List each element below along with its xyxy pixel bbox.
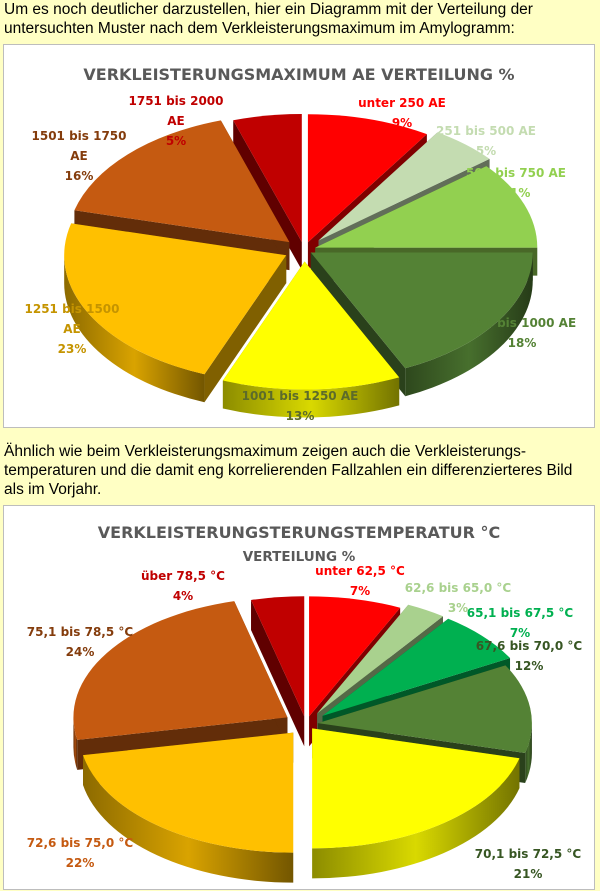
pie-slice-rim [64, 255, 205, 403]
pie-slice-top [73, 601, 288, 740]
pie-slice-top [309, 596, 401, 717]
pie-slice-wall [251, 599, 305, 747]
pie-slice-top [322, 618, 511, 716]
pie-slice-top [222, 261, 400, 390]
slice-label: 67,6 bis 70,0 °C 12% [476, 639, 583, 673]
slice-label: 1501 bis 1750 AE 16% [32, 129, 127, 183]
pie-slice [233, 114, 302, 271]
pie-slice [251, 596, 305, 747]
pie-slice [312, 728, 520, 879]
pie-slice-rim [312, 758, 520, 879]
pie-slice-top [83, 732, 294, 853]
pie-chart-temperature: VERKLEISTERUNGSTERUNGSTEMPERATUR °C VERT… [27, 523, 583, 883]
pie-slice [83, 732, 294, 883]
data-labels: unter 62,5 °C 7% 62,6 bis 65,0 °C 3%65,1 bi… [27, 564, 583, 881]
slice-label: 751 bis 1000 AE 18% [468, 316, 576, 350]
slice-label: 75,1 bis 78,5 °C 24% [27, 625, 134, 659]
pie-slice-top [251, 596, 305, 717]
slice-label: 1751 bis 2000 AE 5% [129, 94, 224, 148]
chart-subtitle: VERTEILUNG % [243, 549, 356, 565]
slice-label: 1001 bis 1250 AE 13% [242, 389, 359, 423]
pie-slice-wall [204, 255, 287, 403]
pie-slice [222, 261, 400, 418]
pie-slice-rim [405, 252, 533, 397]
pie-slice-top [233, 114, 302, 243]
slice-label: unter 250 AE 9% [358, 96, 446, 130]
pie-slice-wall [233, 120, 302, 271]
slice-label: unter 62,5 °C 7% [315, 564, 405, 598]
chart-title: VERKLEISTERUNGSMAXIMUM AE VERTEILUNG % [83, 65, 514, 84]
slice-label: 70,1 bis 72,5 °C 21% [475, 847, 582, 881]
pie-slice-rim [73, 717, 78, 770]
slice-label: 501 bis 750 AE 11% [466, 166, 566, 200]
pie-slice [64, 223, 287, 403]
pie-slice-top [315, 166, 538, 248]
pie-chart-ae: VERKLEISTERUNGSMAXIMUM AE VERTEILUNG % u… [25, 65, 577, 423]
middle-paragraph: Ähnlich wie beim Verkleisterungsmaximum … [4, 443, 573, 498]
slice-label: über 78,5 °C 4% [141, 569, 225, 603]
pie-slice-top [317, 665, 532, 753]
pie-slice-rim [83, 755, 294, 883]
pie-slice-top [64, 223, 287, 375]
slice-label: 251 bis 500 AE 5% [436, 124, 536, 158]
pie-slices [73, 596, 532, 883]
chart-panel-temperature: VERKLEISTERUNGSTERUNGSTEMPERATUR °C VERT… [3, 505, 595, 890]
pie-slice-rim [222, 377, 400, 418]
data-labels: unter 250 AE 9%251 bis 500 AE 5% 501 bis 75… [25, 94, 577, 423]
pie-slices [64, 114, 538, 418]
slice-label: 65,1 bis 67,5 °C 7% [467, 606, 574, 640]
chart-panel-ae: VERKLEISTERUNGSMAXIMUM AE VERTEILUNG % u… [3, 44, 595, 428]
pie-slice-top [317, 604, 443, 714]
slice-label: 72,6 bis 75,0 °C 22% [27, 836, 134, 870]
slice-label: 1251 bis 1500 AE 23% [25, 302, 120, 356]
intro-paragraph: Um es noch deutlicher darzustellen, hier… [4, 1, 533, 37]
pie-slice-top [312, 728, 520, 849]
pie-slice-rim [525, 723, 532, 783]
pie-slice-top [307, 114, 427, 243]
slice-label: 62,6 bis 65,0 °C 3% [405, 581, 512, 615]
chart-title: VERKLEISTERUNGSTERUNGSTEMPERATUR °C [98, 523, 500, 542]
pie-slice-top [310, 252, 533, 369]
pie-slice-top [74, 120, 290, 243]
pie-slice-top [318, 132, 490, 241]
